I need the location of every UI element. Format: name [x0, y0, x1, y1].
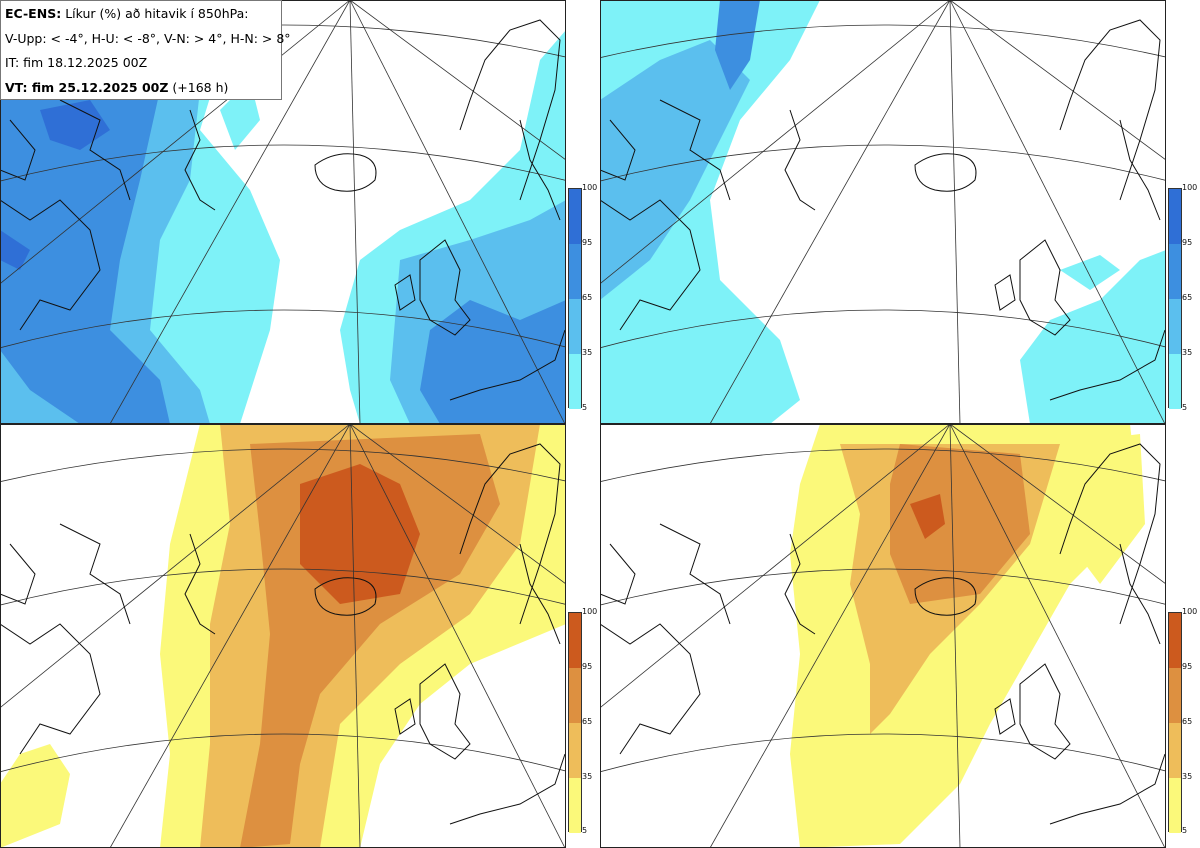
header-title-line: EC-ENS: Líkur (%) að hitavik í 850hPa:	[5, 5, 281, 30]
tick-label: 35	[1182, 772, 1193, 781]
tick-label: 65	[582, 293, 593, 302]
colorbar-seg	[1169, 299, 1181, 354]
colorbar-seg	[569, 613, 581, 668]
model-name: EC-ENS:	[5, 6, 62, 21]
colorbar-blue-left	[568, 188, 582, 409]
colorbar-seg	[569, 299, 581, 354]
threshold-line: V-Upp: < -4°, H-U: < -8°, V-N: > 4°, H-N…	[5, 30, 291, 46]
colorbar-seg	[569, 723, 581, 778]
colorbar-seg	[1169, 668, 1181, 723]
tick-label: 65	[1182, 293, 1193, 302]
colorbar-seg	[1169, 244, 1181, 299]
map-panel-v-n	[0, 424, 566, 848]
tick-label: 65	[582, 717, 593, 726]
colorbar-blue-right	[1168, 188, 1182, 409]
tick-label: 35	[582, 348, 593, 357]
colorbar-seg	[1169, 189, 1181, 244]
tick-label: 100	[582, 607, 598, 616]
valid-time: VT: fim 25.12.2025 00Z	[5, 79, 169, 95]
map-panel-h-n	[600, 424, 1166, 848]
map-panel-v-upp	[0, 0, 566, 424]
colorbar-seg	[1169, 354, 1181, 409]
tick-label: 5	[582, 826, 588, 835]
tick-label: 35	[582, 772, 593, 781]
colorbar-seg	[1169, 723, 1181, 778]
tick-label: 5	[582, 403, 588, 412]
tick-label: 95	[1182, 238, 1193, 247]
variable-title: Líkur (%) að hitavik í 850hPa:	[65, 6, 249, 21]
tick-label: 95	[582, 238, 593, 247]
tick-label: 100	[1182, 607, 1198, 616]
colorbar-warm-left	[568, 612, 582, 833]
map-h-n	[600, 424, 1166, 848]
map-v-upp	[0, 0, 566, 424]
map-panel-h-u	[600, 0, 1166, 424]
tick-label: 100	[582, 183, 598, 192]
colorbar-seg	[569, 354, 581, 409]
tick-label: 95	[1182, 662, 1193, 671]
map-h-u	[600, 0, 1166, 424]
colorbar-seg	[1169, 778, 1181, 833]
map-v-n	[0, 424, 566, 848]
valid-time-line: VT: fim 25.12.2025 00Z (+168 h)	[5, 79, 281, 104]
tick-label: 5	[1182, 403, 1188, 412]
tick-label: 35	[1182, 348, 1193, 357]
tick-label: 65	[1182, 717, 1193, 726]
header-legend: EC-ENS: Líkur (%) að hitavik í 850hPa: V…	[0, 0, 291, 100]
colorbar-warm-right	[1168, 612, 1182, 833]
colorbar-seg	[569, 668, 581, 723]
lead-time: (+168 h)	[172, 79, 229, 95]
init-time: IT: fim 18.12.2025 00Z	[5, 55, 148, 70]
colorbar-seg	[569, 244, 581, 299]
tick-label: 95	[582, 662, 593, 671]
colorbar-seg	[569, 778, 581, 833]
colorbar-seg	[1169, 613, 1181, 668]
tick-label: 5	[1182, 826, 1188, 835]
colorbar-seg	[569, 189, 581, 244]
tick-label: 100	[1182, 183, 1198, 192]
